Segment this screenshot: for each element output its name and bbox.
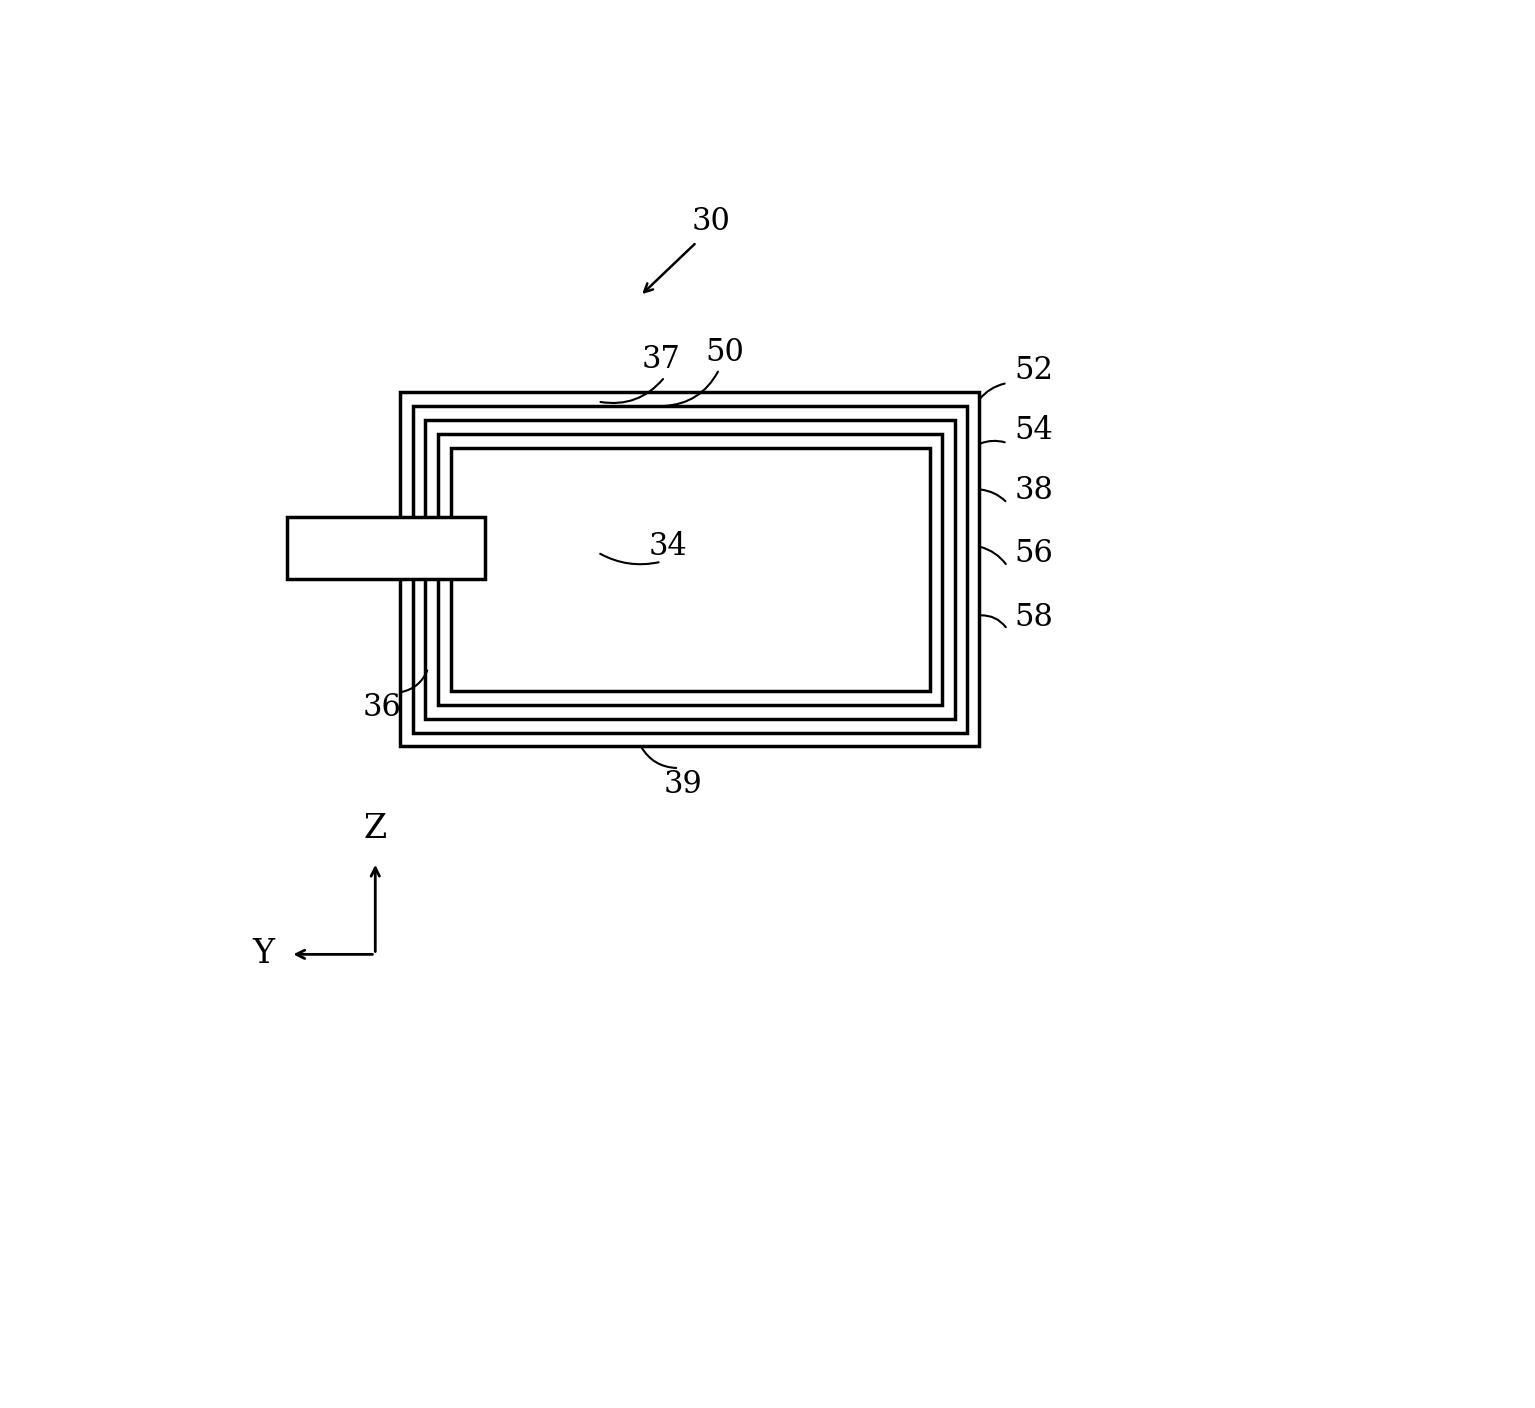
Bar: [401, 393, 979, 746]
Text: 50: 50: [706, 337, 744, 367]
Text: 52: 52: [1015, 355, 1053, 386]
Text: 30: 30: [691, 206, 731, 237]
Text: 36: 36: [362, 693, 402, 724]
Text: 56: 56: [1015, 538, 1053, 569]
Bar: [287, 517, 485, 579]
Text: 37: 37: [642, 345, 680, 376]
Bar: [425, 420, 955, 718]
Bar: [451, 448, 930, 691]
Bar: [437, 434, 942, 705]
Bar: [413, 406, 967, 732]
Text: 38: 38: [1015, 476, 1053, 507]
Text: 58: 58: [1015, 601, 1053, 632]
Text: Z: Z: [364, 812, 387, 845]
Text: 34: 34: [649, 531, 688, 562]
Text: 54: 54: [1015, 415, 1053, 446]
Text: 39: 39: [663, 769, 701, 801]
Text: Y: Y: [253, 938, 275, 970]
